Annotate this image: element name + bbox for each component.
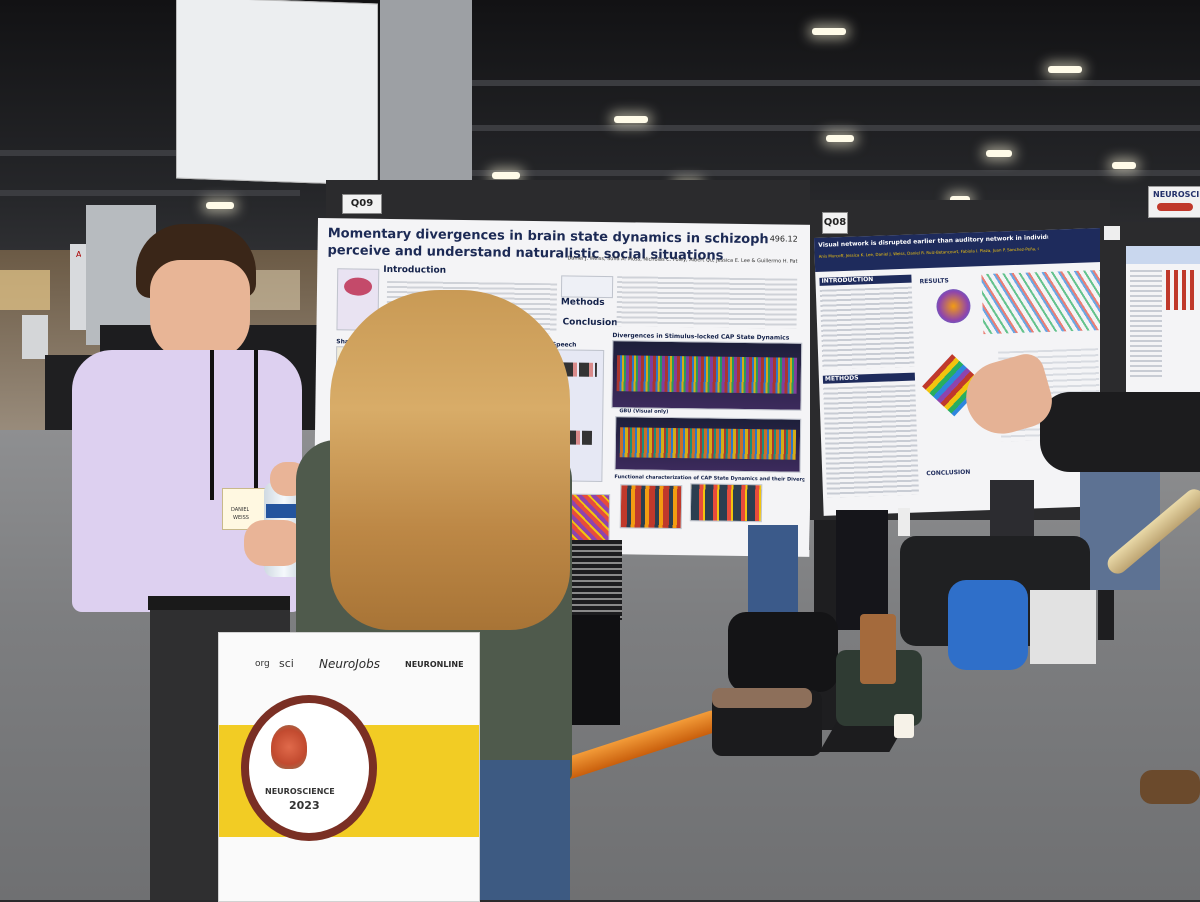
brown-shoe <box>1140 770 1200 804</box>
poster-left-intro-heading: Introduction <box>383 264 447 276</box>
tote-neuroscience-logo: NEUROSCIENCE 2023 <box>241 695 377 841</box>
woman-hair <box>330 290 570 630</box>
brown-bag <box>860 614 896 684</box>
board-tag-q08: Q08 <box>822 212 848 234</box>
ceiling-truss <box>470 170 1200 176</box>
far-poster-figure <box>1166 270 1196 310</box>
poster-far-right <box>1126 246 1200 396</box>
tote-brand-org: org <box>255 659 270 669</box>
man-shirt <box>72 350 302 612</box>
ceiling-truss <box>0 150 300 156</box>
poster-right: Visual network is disrupted earlier than… <box>814 227 1114 516</box>
state-timeline <box>619 427 797 460</box>
ceiling-light <box>206 202 234 209</box>
poster-right-results-heading: RESULTS <box>919 277 949 286</box>
scarf <box>712 688 812 708</box>
poster-left-gbu-heading: GBU (Visual only) <box>619 408 669 415</box>
tote-event-name: NEUROSCIENCE <box>265 787 335 796</box>
man-belt <box>148 596 290 610</box>
divergence-plot-1 <box>611 340 803 411</box>
ceiling-light <box>614 116 648 123</box>
ceiling-truss <box>470 125 1200 131</box>
white-tote <box>1030 590 1096 664</box>
man-face <box>150 260 250 360</box>
hanging-banner <box>176 0 378 186</box>
booth-sign <box>22 315 48 359</box>
far-sign-graphic <box>1157 203 1193 211</box>
blue-backpack <box>948 580 1028 670</box>
black-backpack <box>728 612 838 692</box>
ceiling-truss <box>0 190 300 196</box>
bottle-label <box>266 504 302 518</box>
ceiling-light <box>1048 66 1082 73</box>
lanyard <box>210 350 258 500</box>
ceiling-light <box>986 150 1012 157</box>
ceiling-truss <box>470 80 1200 86</box>
far-window-glow <box>0 270 50 310</box>
badge-line-1: DANIEL <box>231 507 250 513</box>
poster-left-functional-heading: Functional characterization of CAP State… <box>614 474 805 483</box>
ceiling-light <box>826 135 854 142</box>
logo-brain-icon <box>271 725 307 769</box>
brain-map-figure <box>935 288 972 324</box>
board-tag-text: Q08 <box>823 217 847 228</box>
child-striped-dress <box>568 540 622 620</box>
poster-right-conclusion-heading: CONCLUSION <box>926 468 971 478</box>
name-badge: DANIEL WEISS <box>222 488 268 530</box>
intro-text <box>819 286 915 370</box>
water-bottle-floor <box>898 508 910 536</box>
board-tag-far <box>1104 226 1120 240</box>
network-graphs <box>981 269 1104 335</box>
poster-right-methods-heading: METHODS <box>824 374 859 383</box>
board-tag-q09: Q09 <box>342 194 382 214</box>
tote-event-year: 2023 <box>289 799 320 812</box>
tote-brand-sci: sci <box>279 657 294 670</box>
state-timeline <box>616 355 798 394</box>
pointing-person-arm <box>1040 392 1200 472</box>
tote-brand-neurojobs: NeuroJobs <box>319 657 380 671</box>
far-sign: NEUROSCIE <box>1148 186 1200 218</box>
ceiling-light <box>1112 162 1136 169</box>
poster-left-methods-heading: Methods <box>560 297 605 309</box>
far-poster-text <box>1130 270 1162 380</box>
far-sign-text: NEUROSCIE <box>1153 190 1200 199</box>
methods-text-block <box>616 276 798 329</box>
far-poster-header <box>1126 246 1200 264</box>
poster-left-conclusion-heading: Conclusion <box>562 317 618 329</box>
paper-cup <box>894 714 914 738</box>
badge-line-2: WEISS <box>233 515 249 521</box>
ceiling-light <box>812 28 846 35</box>
methods-text <box>823 384 920 498</box>
methods-figure <box>560 275 614 299</box>
tote-brand-neuronline: NEURONLINE <box>405 660 464 669</box>
ceiling-light <box>950 196 970 203</box>
aisle-letter: A <box>76 250 82 259</box>
woman-jeans <box>470 760 570 900</box>
brain-image <box>343 277 373 296</box>
pillar <box>380 0 472 190</box>
poster-left-number: 496.12 <box>769 234 798 244</box>
divergence-plot-2 <box>614 416 802 473</box>
tote-bag: org sci NeuroJobs NEURONLINE NEUROSCIENC… <box>218 632 480 902</box>
person-legs-dark <box>836 510 888 630</box>
ceiling-light <box>492 172 520 179</box>
board-tag-text: Q09 <box>350 198 374 209</box>
heatmap-2 <box>689 483 763 523</box>
heatmap-1 <box>619 484 683 530</box>
man-hand <box>244 520 304 566</box>
